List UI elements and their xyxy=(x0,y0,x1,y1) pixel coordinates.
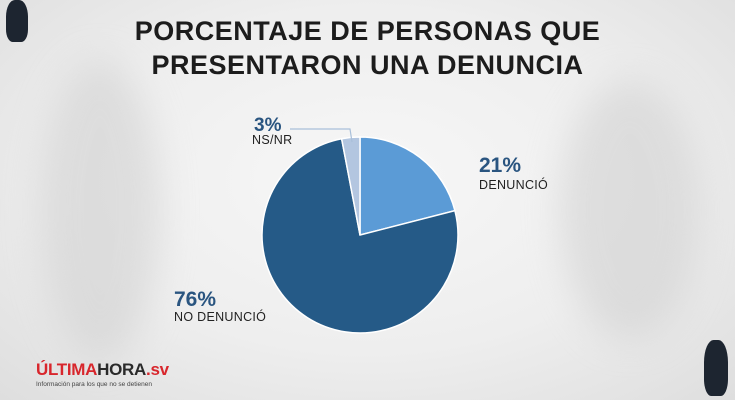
logo-tagline: Información para los que no se detienen xyxy=(36,381,152,388)
logo-wordmark: ÚLTIMAHORA.sv xyxy=(36,360,169,380)
leader-line-ns-nr xyxy=(290,128,353,143)
slice-value-label-ns-nr: 3% xyxy=(254,115,282,136)
chart-title-line-1: PORCENTAJE DE PERSONAS QUE xyxy=(134,16,601,46)
background-blur xyxy=(40,60,160,360)
pie-slice-denuncio xyxy=(359,136,456,236)
brand-logo: ÚLTIMAHORA.sv Información para los que n… xyxy=(36,360,169,388)
slice-category-label-ns-nr: NS/NR xyxy=(252,133,292,147)
slice-labels: 21%DENUNCIÓ 76%NO DENUNCIÓ 3%NS/NR xyxy=(174,115,548,324)
logo-suffix: .sv xyxy=(146,360,169,379)
chart-title-line-2: PRESENTARON UNA DENUNCIA xyxy=(151,50,584,80)
person-silhouette-icon xyxy=(704,340,728,396)
pie-slices xyxy=(261,136,459,334)
slice-value-label-denuncio: 21% xyxy=(479,154,521,177)
slice-value-label-no-denuncio: 76% xyxy=(174,288,216,311)
pie-slice-no-denuncio xyxy=(261,137,459,334)
chart-title: PORCENTAJE DE PERSONAS QUE PRESENTARON U… xyxy=(0,14,735,82)
logo-ultima: ÚLTIMA xyxy=(36,360,98,379)
slice-category-label-no-denuncio: NO DENUNCIÓ xyxy=(174,309,266,324)
logo-hora: HORA xyxy=(97,360,147,379)
background-blur xyxy=(560,80,700,340)
leader-lines xyxy=(290,128,353,143)
person-silhouette-icon xyxy=(6,0,28,42)
slice-category-label-denuncio: DENUNCIÓ xyxy=(479,177,548,192)
